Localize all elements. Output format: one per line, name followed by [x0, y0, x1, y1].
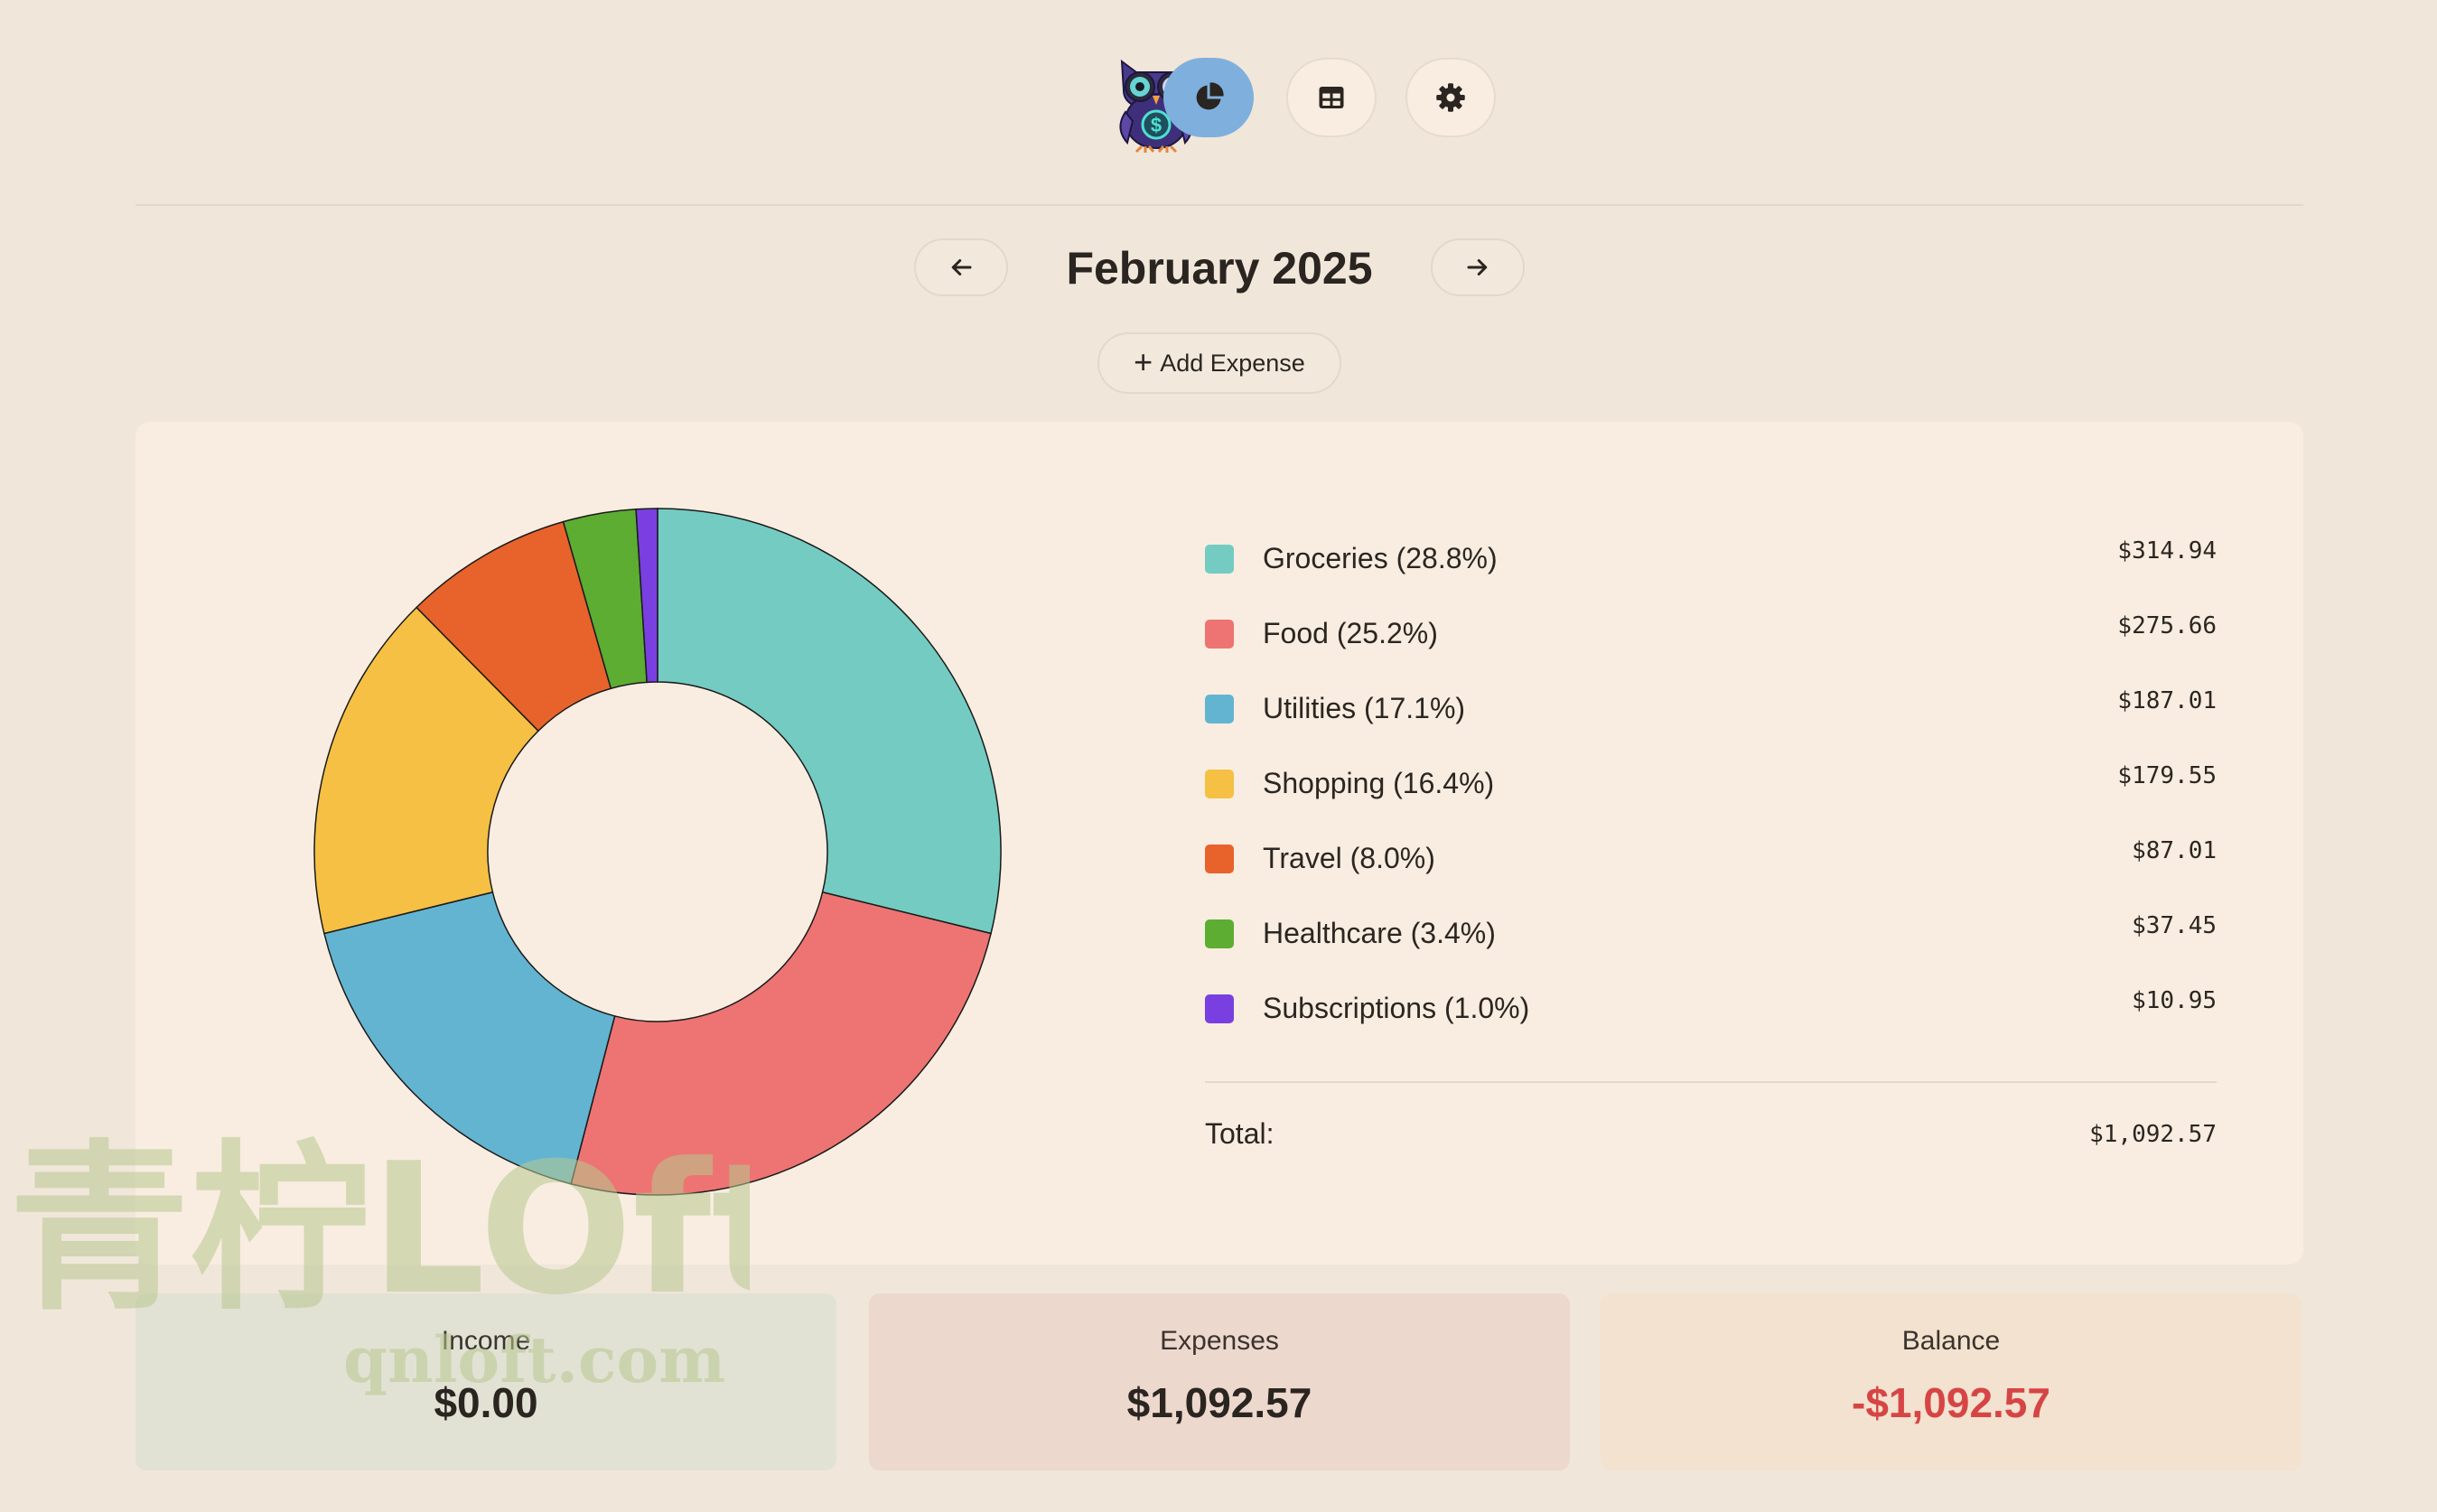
donut-slice-food[interactable] — [570, 891, 992, 1196]
add-expense-label: Add Expense — [1160, 349, 1305, 377]
expense-chart-card: Groceries (28.8%) $314.94 Food (25.2%) $275… — [135, 422, 2303, 1265]
pie-chart-icon — [1196, 82, 1224, 110]
legend-value: $37.45 — [2132, 912, 2217, 939]
legend-label: Groceries (28.8%) — [1263, 542, 1498, 574]
legend-label: Healthcare (3.4%) — [1263, 917, 1496, 949]
legend-swatch — [1205, 619, 1234, 649]
total-label: Total: — [1205, 1117, 1275, 1150]
legend-label: Food (25.2%) — [1263, 617, 1438, 649]
income-card: Income $0.00 — [135, 1293, 836, 1470]
total-row: Total: $1,092.57 — [1205, 1117, 2217, 1162]
legend-item-groceries[interactable]: Groceries (28.8%) $314.94 — [1205, 521, 2217, 596]
legend-label: Travel (8.0%) — [1263, 842, 1435, 874]
legend-item-utilities[interactable]: Utilities (17.1%) $187.01 — [1205, 671, 2217, 746]
add-expense-button[interactable]: + Add Expense — [1097, 332, 1341, 394]
prev-month-button[interactable] — [914, 238, 1008, 296]
legend-swatch — [1205, 844, 1234, 873]
expenses-label: Expenses — [1160, 1326, 1279, 1356]
chart-legend: Groceries (28.8%) $314.94 Food (25.2%) $275… — [1205, 521, 2217, 1046]
legend-swatch — [1205, 694, 1234, 723]
legend-value: $179.55 — [2117, 762, 2217, 789]
legend-item-subscriptions[interactable]: Subscriptions (1.0%) $10.95 — [1205, 971, 2217, 1046]
arrow-right-icon — [1467, 259, 1488, 275]
nav-chart-button[interactable] — [1163, 58, 1254, 137]
income-label: Income — [441, 1326, 531, 1356]
svg-text:$: $ — [1151, 114, 1162, 136]
gear-icon — [1436, 83, 1465, 112]
donut-chart — [313, 508, 1002, 1196]
plus-icon: + — [1134, 342, 1153, 380]
donut-slice-shopping[interactable] — [313, 606, 540, 935]
legend-item-travel[interactable]: Travel (8.0%) $87.01 — [1205, 821, 2217, 896]
donut-slice-groceries[interactable] — [657, 508, 1002, 935]
legend-item-shopping[interactable]: Shopping (16.4%) $179.55 — [1205, 746, 2217, 821]
legend-swatch — [1205, 769, 1234, 798]
legend-value: $275.66 — [2117, 612, 2217, 639]
legend-divider — [1205, 1081, 2217, 1083]
legend-label: Shopping (16.4%) — [1263, 767, 1495, 799]
legend-label: Subscriptions (1.0%) — [1263, 992, 1530, 1024]
total-value: $1,092.57 — [2089, 1121, 2217, 1148]
legend-value: $87.01 — [2132, 837, 2217, 864]
month-title: February 2025 — [1066, 243, 1373, 294]
legend-item-healthcare[interactable]: Healthcare (3.4%) $37.45 — [1205, 896, 2217, 971]
legend-item-food[interactable]: Food (25.2%) $275.66 — [1205, 596, 2217, 671]
table-icon — [1319, 87, 1344, 108]
expenses-card: Expenses $1,092.57 — [869, 1293, 1570, 1470]
donut-slice-subscriptions[interactable] — [635, 508, 658, 684]
nav-settings-button[interactable] — [1405, 58, 1496, 137]
next-month-button[interactable] — [1431, 238, 1525, 296]
month-navigation: February 2025 — [0, 237, 2437, 300]
legend-value: $10.95 — [2132, 987, 2217, 1014]
balance-card: Balance -$1,092.57 — [1601, 1293, 2302, 1470]
legend-label: Utilities (17.1%) — [1263, 692, 1466, 724]
balance-label: Balance — [1901, 1326, 2001, 1356]
legend-swatch — [1205, 544, 1234, 574]
nav-table-button[interactable] — [1286, 58, 1377, 137]
legend-swatch — [1205, 919, 1234, 948]
balance-value: -$1,092.57 — [1852, 1379, 2050, 1426]
expenses-value: $1,092.57 — [1126, 1379, 1312, 1426]
arrow-left-icon — [951, 259, 972, 275]
donut-slice-utilities[interactable] — [323, 891, 616, 1185]
legend-value: $187.01 — [2117, 687, 2217, 714]
legend-value: $314.94 — [2117, 537, 2217, 565]
header: $ — [135, 0, 2303, 206]
income-value: $0.00 — [434, 1379, 538, 1426]
legend-swatch — [1205, 994, 1234, 1023]
